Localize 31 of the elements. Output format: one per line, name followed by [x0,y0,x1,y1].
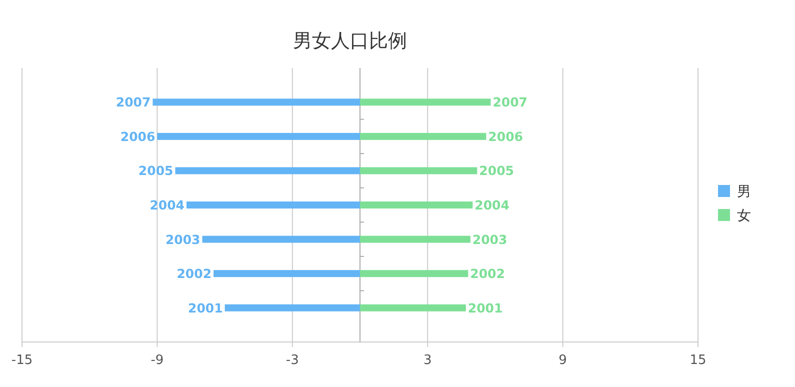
y-tick-label: 2003 [472,232,508,247]
bar [360,132,486,140]
bar [157,132,360,140]
legend-label: 男 [737,184,751,200]
y-tick-label: 2002 [470,266,505,282]
bar [214,270,360,278]
x-tick-label: 9 [558,353,567,368]
category-label: 2004 [150,198,184,212]
chart-title: 男女人口比例 [293,30,407,52]
bar [175,167,360,174]
bar [202,236,360,243]
x-tick-label: -9 [150,353,164,368]
bar [360,304,466,312]
bar [224,304,360,312]
bar [360,270,468,278]
x-tick-label: 15 [690,353,706,368]
bar [360,236,470,243]
y-tick-label: 2004 [474,198,510,212]
bar [152,98,360,106]
x-tick-label: -3 [286,353,299,368]
bar [360,202,473,208]
x-tick-label: -15 [11,353,33,368]
x-tick-label: 3 [423,353,432,368]
category-label: 2002 [176,266,212,282]
category-label: 2006 [488,128,523,144]
bar [360,98,491,106]
legend-label: 女 [737,208,751,224]
category-label: 2003 [165,232,200,247]
category-label: 2007 [492,94,528,110]
bar [186,202,360,208]
bar [360,167,478,174]
